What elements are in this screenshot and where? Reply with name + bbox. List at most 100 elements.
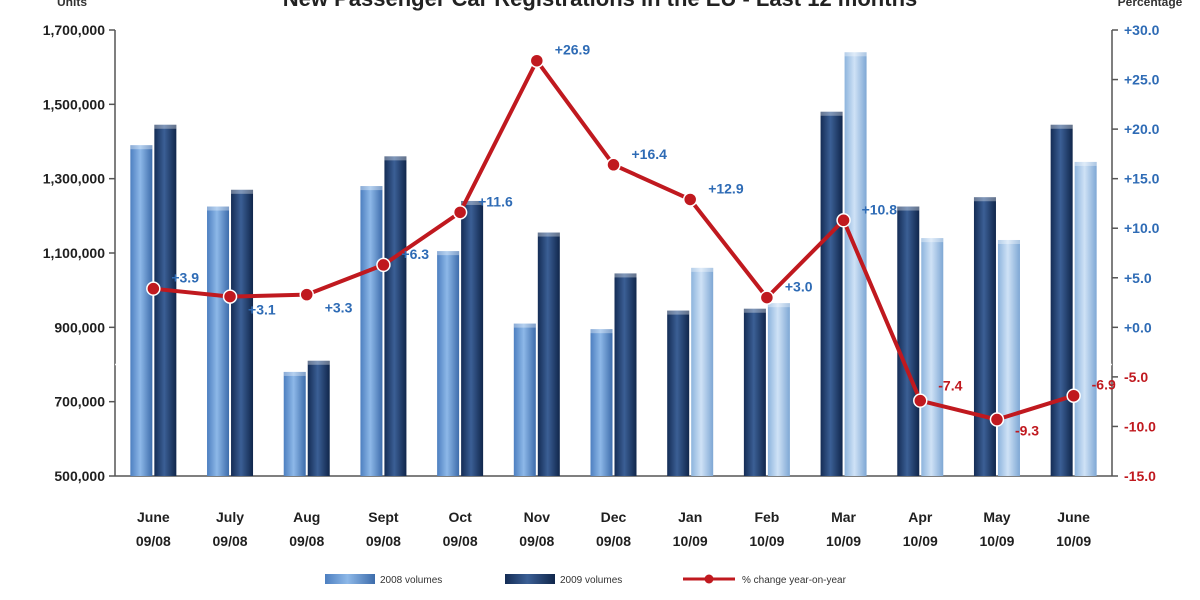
bar-2008	[437, 251, 460, 476]
pct-change-label: +6.3	[401, 246, 429, 262]
category-sublabel: 10/09	[673, 533, 708, 549]
bar-2008-cap	[743, 308, 766, 313]
pct-change-point	[452, 205, 468, 220]
legend-label-pct: % change year-on-year	[742, 575, 847, 586]
left-tick-label: 1,500,000	[43, 96, 105, 112]
left-tick-label: 1,100,000	[43, 245, 105, 261]
bar-2009	[461, 200, 484, 476]
pct-change-point	[606, 157, 621, 173]
bar-2008-cap	[513, 323, 536, 328]
pct-change-label: +3.3	[325, 300, 353, 316]
pct-change-point	[682, 192, 698, 207]
pct-change-point	[299, 287, 314, 302]
bar-2008	[130, 145, 153, 476]
category-label: June	[1057, 509, 1090, 525]
bar-2008	[667, 310, 690, 476]
pct-change-label: +3.0	[785, 279, 813, 295]
category-label: July	[216, 509, 244, 525]
category-label: Oct	[448, 509, 472, 525]
category-sublabel: 10/09	[749, 533, 784, 549]
bar-2009	[1074, 161, 1097, 477]
bar-2009-cap	[154, 124, 177, 129]
pct-change-label: -9.3	[1015, 423, 1039, 439]
bar-2009	[307, 360, 330, 476]
right-tick-label: +5.0	[1124, 270, 1152, 286]
bar-2009	[921, 238, 944, 476]
category-label: Feb	[754, 509, 779, 525]
legend-swatch-2008	[325, 574, 375, 584]
right-tick-label: -5.0	[1124, 369, 1148, 385]
legend-swatch-marker	[704, 574, 714, 584]
bar-2008	[820, 111, 843, 477]
pct-change-label: +3.1	[248, 302, 276, 318]
pct-change-label: +16.4	[632, 146, 668, 162]
bar-2008	[513, 323, 536, 476]
right-tick-label: +20.0	[1124, 121, 1160, 137]
left-tick-label: 1,700,000	[43, 22, 105, 38]
left-tick-label: 1,300,000	[43, 171, 105, 187]
pct-change-label: +11.6	[478, 193, 513, 209]
bar-2009	[691, 267, 714, 476]
category-sublabel: 10/09	[979, 533, 1014, 549]
plot-area: 500,000 700,000 900,000 1,100,000 1,300,000 1…	[43, 22, 1160, 586]
bar-2008-cap	[667, 310, 690, 315]
left-tick-label: 500,000	[54, 468, 105, 484]
bar-2008-cap	[1050, 124, 1073, 129]
bar-2009	[384, 156, 407, 476]
legend-swatch-2009	[505, 574, 555, 584]
category-label: Mar	[831, 509, 856, 525]
bar-2009-cap	[1074, 161, 1097, 166]
category-label: Nov	[524, 509, 551, 525]
left-tick-label: 900,000	[54, 319, 105, 335]
bar-2009-cap	[844, 52, 867, 57]
bar-2008-cap	[360, 186, 383, 191]
category-sublabel: 09/08	[289, 533, 324, 549]
bar-2009-cap	[461, 200, 484, 205]
pct-change-label: -7.4	[938, 378, 962, 394]
bar-2008	[973, 197, 996, 476]
category-sublabel: 09/08	[213, 533, 248, 549]
bar-2008-cap	[437, 251, 460, 256]
right-tick-label: +15.0	[1124, 171, 1160, 187]
legend-label-2009: 2009 volumes	[560, 575, 622, 586]
bar-2009	[231, 189, 254, 477]
left-tick-label: 700,000	[54, 394, 105, 410]
bar-2009	[537, 232, 560, 476]
bar-2009-cap	[537, 232, 560, 237]
pct-change-point	[146, 281, 161, 296]
legend-label-2008: 2008 volumes	[380, 575, 442, 586]
pct-change-point	[529, 53, 545, 68]
pct-change-label: +26.9	[555, 42, 591, 58]
right-tick-label: +10.0	[1124, 220, 1160, 236]
bar-2008-cap	[820, 111, 843, 116]
category-sublabel: 10/09	[903, 533, 938, 549]
bar-2008	[590, 329, 613, 476]
category-sublabel: 09/08	[443, 533, 478, 549]
pct-change-label: +10.8	[862, 201, 898, 217]
pct-change-point	[1066, 388, 1081, 403]
right-tick-label: +25.0	[1124, 72, 1160, 88]
bar-2008	[1050, 124, 1073, 477]
bar-2008-cap	[283, 371, 306, 376]
bar-2009-cap	[921, 238, 944, 243]
bar-2008	[743, 308, 766, 476]
category-sublabel: 09/08	[366, 533, 401, 549]
bar-2009	[614, 273, 637, 476]
chart-title: New Passenger Car Registrations in the E…	[283, 0, 918, 11]
category-sublabel: 09/08	[136, 533, 171, 549]
bar-2008	[360, 186, 383, 476]
category-label: June	[137, 509, 170, 525]
bar-2009	[844, 52, 867, 477]
category-label: Sept	[368, 509, 399, 525]
bar-2009-cap	[691, 267, 714, 272]
pct-change-point	[989, 412, 1005, 427]
right-tick-label: +30.0	[1124, 22, 1160, 38]
bar-2009-cap	[307, 360, 330, 365]
bar-2009-cap	[384, 156, 407, 161]
pct-change-label: +12.9	[708, 180, 744, 196]
category-label: Aug	[293, 509, 320, 525]
category-label: Dec	[601, 509, 627, 525]
bar-2008-cap	[973, 197, 996, 202]
